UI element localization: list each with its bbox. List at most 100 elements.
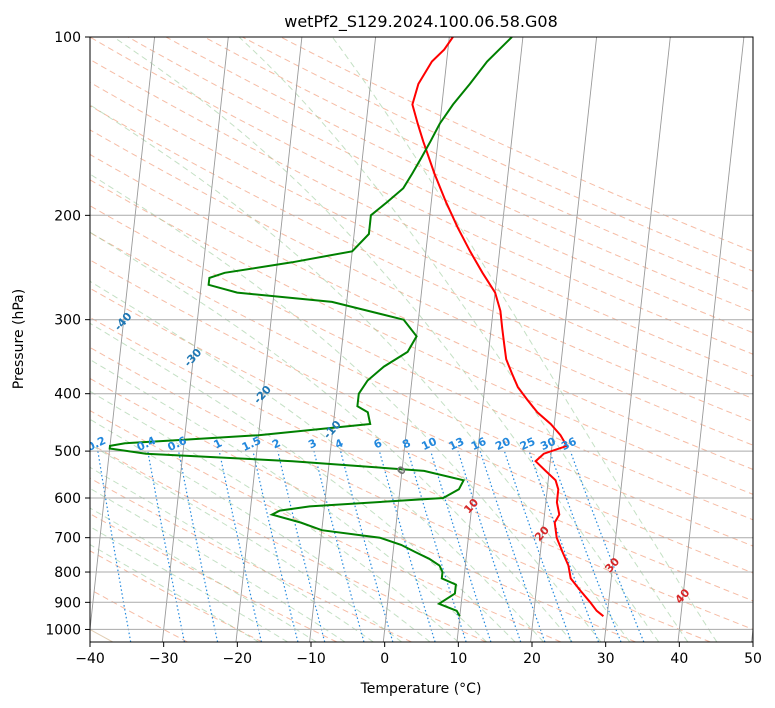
mixing-ratio-label: 3 — [306, 436, 318, 451]
moist-adiabat — [90, 280, 544, 642]
isotherm — [751, 625, 753, 642]
y-tick-label: 300 — [54, 313, 81, 329]
x-tick-label: 50 — [744, 651, 762, 667]
x-tick-label: −10 — [296, 651, 326, 667]
isotherm-label: -20 — [251, 383, 274, 407]
moist-adiabat — [238, 37, 689, 642]
mixing-ratio-line — [430, 450, 492, 642]
mixing-ratio-line — [178, 450, 219, 642]
dry-adiabat — [90, 550, 263, 642]
moist-adiabat — [90, 104, 631, 642]
axis-ticks: −40 −30 −20 −10 0 10 20 30 40 50 100 200 300 400 500 60… — [45, 30, 762, 667]
x-tick-label: 10 — [449, 651, 467, 667]
x-tick-label: 0 — [380, 651, 389, 667]
isotherm — [603, 37, 671, 642]
dry-adiabat — [90, 105, 753, 423]
mixing-ratio-label: 6 — [372, 436, 385, 451]
mixing-ratio-label: 1 — [212, 436, 224, 451]
mixing-ratio-label: 30 — [538, 435, 558, 453]
x-tick-label: 40 — [670, 651, 688, 667]
isotherm — [0, 37, 7, 642]
dry-adiabat — [90, 346, 711, 642]
isotherm-label: 10 — [461, 496, 481, 516]
moist-adiabat — [90, 359, 488, 642]
mixing-ratio-line — [503, 450, 572, 642]
moist-adiabat — [90, 390, 459, 642]
mixing-ratio-label: 20 — [493, 435, 513, 453]
dry-adiabat — [242, 37, 753, 272]
mixing-ratio-line — [479, 450, 546, 642]
plot-frame — [89, 36, 754, 643]
isotherm — [382, 37, 450, 642]
dry-adiabat — [127, 37, 753, 334]
dry-adiabat — [90, 81, 753, 400]
dry-adiabat — [90, 377, 636, 642]
mixing-ratio-label: 10 — [420, 435, 440, 453]
moist-adiabat — [90, 418, 431, 642]
dry-adiabat — [280, 37, 753, 253]
isotherm — [235, 37, 303, 642]
dry-adiabat — [90, 231, 753, 547]
dry-adiabat — [90, 588, 188, 642]
series-lines — [108, 37, 605, 617]
moist-adiabat — [90, 507, 317, 642]
isotherm — [309, 37, 377, 642]
mixing-ratio-label: 36 — [559, 435, 579, 453]
mixing-ratio-line — [277, 450, 326, 642]
chart-title: wetPf2_S129.2024.100.06.58.G08 — [284, 12, 558, 32]
mixing-ratio-line — [340, 450, 394, 642]
isotherm — [161, 37, 229, 642]
dry-adiabat — [90, 443, 487, 642]
moist-adiabat — [113, 37, 660, 642]
mixing-ratio-line — [313, 450, 365, 642]
moist-adiabat — [331, 37, 718, 642]
dry-adiabat — [90, 287, 753, 602]
isotherm — [456, 37, 524, 642]
y-tick-label: 600 — [54, 491, 81, 507]
y-tick-label: 1000 — [45, 622, 81, 638]
mixing-ratio-line — [549, 450, 622, 642]
mixing-ratio-line — [252, 450, 299, 642]
moist-adiabat — [90, 526, 288, 642]
moist-adiabat — [90, 231, 573, 642]
dewpoint-profile-line — [108, 37, 513, 617]
mixing-ratio-label: 16 — [469, 435, 489, 453]
background-lines — [0, 37, 753, 642]
dry-adiabat — [90, 259, 753, 574]
dry-adiabat — [90, 513, 338, 642]
dry-adiabat — [90, 153, 753, 470]
isotherm-label: -40 — [112, 310, 135, 334]
moist-adiabat — [90, 543, 260, 642]
isotherm — [677, 37, 745, 642]
mixing-ratio-line — [97, 450, 132, 642]
mixing-ratio-label: 13 — [447, 435, 466, 453]
moist-adiabat — [90, 443, 402, 642]
mixing-ratio-line — [528, 450, 600, 642]
mixing-ratio-line — [457, 450, 522, 642]
y-tick-label: 500 — [54, 444, 81, 460]
isotherm-label: -50 — [42, 270, 65, 294]
mixing-ratio-label: 8 — [400, 436, 412, 451]
y-tick-label: 900 — [54, 595, 81, 611]
isotherm-label: 40 — [673, 586, 693, 606]
y-tick-label: 800 — [54, 565, 81, 581]
y-tick-label: 100 — [54, 30, 81, 46]
isotherm — [90, 37, 156, 634]
x-tick-label: 20 — [523, 651, 541, 667]
dry-adiabat — [165, 37, 753, 313]
dry-adiabat — [90, 410, 562, 642]
isotherm-label: 20 — [532, 523, 552, 543]
y-tick-label: 400 — [54, 387, 81, 403]
line-labels: 0.10.20.40.611.52346810131620253036-100-… — [42, 270, 693, 607]
dry-adiabat — [90, 477, 412, 642]
dry-adiabat — [90, 58, 753, 377]
moist-adiabat — [90, 322, 516, 642]
moist-adiabat — [90, 173, 602, 642]
moist-adiabat — [90, 466, 374, 642]
x-tick-label: −30 — [149, 651, 179, 667]
x-tick-label: −40 — [75, 651, 105, 667]
x-tick-label: 30 — [597, 651, 615, 667]
mixing-ratio-label: 4 — [333, 436, 346, 451]
mixing-ratio-line — [218, 450, 262, 642]
